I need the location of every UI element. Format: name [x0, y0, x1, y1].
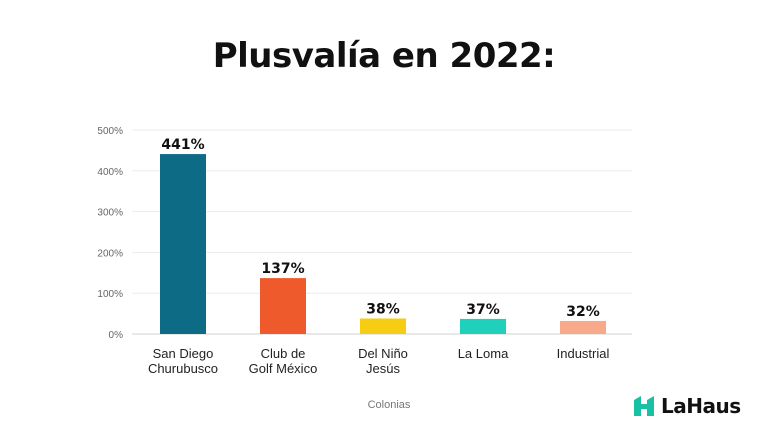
x-tick-label: Golf México [249, 361, 318, 376]
y-tick-label: 500% [97, 126, 123, 137]
data-labels: 441% 137% 38% 37% 32% [161, 137, 599, 320]
brand-name: LaHaus [661, 394, 741, 418]
data-label: 137% [261, 261, 304, 277]
lahaus-logo: LaHaus [633, 394, 741, 418]
x-tick-label: San Diego [153, 346, 214, 361]
x-tick-label: Jesús [366, 361, 400, 376]
bars [160, 154, 606, 334]
bar [560, 320, 606, 334]
y-tick-label: 0% [109, 330, 124, 341]
x-tick-label: Churubusco [148, 361, 218, 376]
y-tick-label: 200% [97, 248, 123, 259]
x-tick-label: Industrial [557, 346, 610, 361]
x-tick-label: Club de [261, 346, 306, 361]
chart-title: Plusvalía en 2022: [212, 36, 556, 76]
x-axis-label: Colonias [368, 399, 411, 411]
bar [360, 318, 406, 334]
data-label: 38% [366, 301, 400, 317]
y-tick-label: 300% [97, 208, 123, 219]
y-axis-ticks: 0% 100% 200% 300% 400% 500% [97, 126, 123, 341]
gridlines [132, 129, 632, 335]
data-label: 32% [566, 304, 600, 320]
y-tick-label: 400% [97, 167, 123, 178]
x-tick-label: La Loma [458, 346, 509, 361]
house-logo-icon [634, 396, 654, 416]
bar [460, 318, 506, 334]
data-label: 441% [161, 137, 204, 153]
data-label: 37% [466, 302, 500, 318]
y-tick-label: 100% [97, 289, 123, 300]
bar [160, 154, 206, 334]
bar [260, 278, 306, 334]
x-tick-label: Del Niño [358, 346, 408, 361]
